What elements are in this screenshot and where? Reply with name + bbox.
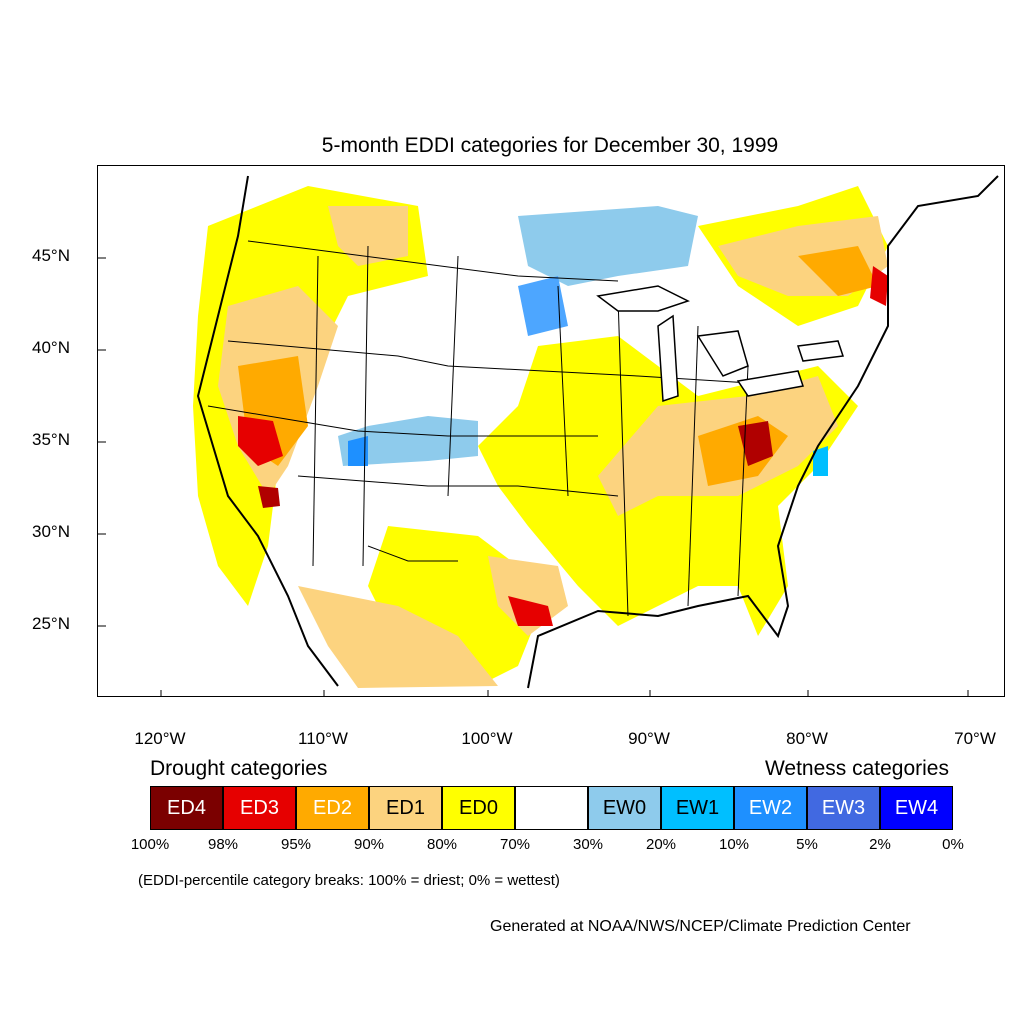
great-lakes	[596, 285, 845, 403]
percentile-break-label: 10%	[718, 836, 750, 853]
legend-swatch-ew2: EW2	[734, 786, 807, 830]
legend-swatch-ew1: EW1	[661, 786, 734, 830]
percentile-break-label: 80%	[426, 836, 458, 853]
percentile-break-label: 98%	[207, 836, 239, 853]
lat-label-40n: 40°N	[32, 338, 70, 357]
legend-swatch-ed2: ED2	[296, 786, 369, 830]
legend-swatch-ed3: ED3	[223, 786, 296, 830]
coastline	[196, 175, 999, 689]
lat-label-45n: 45°N	[32, 246, 70, 265]
percentile-break-label: 2%	[869, 836, 891, 853]
lon-label-80w: 80°W	[786, 729, 828, 748]
map-ticks	[98, 257, 969, 696]
category-fields	[193, 186, 888, 688]
lat-label-30n: 30°N	[32, 522, 70, 541]
lat-label-25n: 25°N	[32, 614, 70, 633]
drought-categories-heading: Drought categories	[150, 757, 328, 780]
percentile-break-label: 30%	[572, 836, 604, 853]
lat-label-35n: 35°N	[32, 430, 70, 449]
category-note: (EDDI-percentile category breaks: 100% =…	[138, 872, 560, 889]
percentile-break-label: 100%	[130, 836, 170, 853]
percentile-break-label: 5%	[796, 836, 818, 853]
lon-label-70w: 70°W	[954, 729, 996, 748]
legend-swatch-ed1: ED1	[369, 786, 442, 830]
legend-swatch-ew3: EW3	[807, 786, 880, 830]
wetness-categories-heading: Wetness categories	[764, 757, 949, 780]
lon-label-100w: 100°W	[461, 729, 513, 748]
boundaries	[207, 240, 799, 617]
lon-label-120w: 120°W	[134, 729, 186, 748]
map-panel	[97, 165, 1005, 697]
legend-swatch-ew0: EW0	[588, 786, 661, 830]
category-legend: ED4 ED3 ED2 ED1 ED0 EW0 EW1 EW2 EW3 EW4	[150, 786, 953, 830]
map-title: 5-month EDDI categories for December 30,…	[321, 134, 779, 157]
percentile-break-label: 70%	[499, 836, 531, 853]
legend-swatch-ew4: EW4	[880, 786, 953, 830]
legend-swatch-normal	[515, 786, 588, 830]
legend-swatch-ed4: ED4	[150, 786, 223, 830]
credit-line: Generated at NOAA/NWS/NCEP/Climate Predi…	[490, 918, 911, 935]
percentile-break-label: 0%	[942, 836, 964, 853]
percentile-break-label: 90%	[353, 836, 385, 853]
lon-label-90w: 90°W	[628, 729, 670, 748]
percentile-break-label: 95%	[280, 836, 312, 853]
lon-label-110w: 110°W	[298, 729, 348, 748]
eddi-map	[98, 175, 999, 696]
percentile-break-label: 20%	[645, 836, 677, 853]
legend-swatch-ed0: ED0	[442, 786, 515, 830]
